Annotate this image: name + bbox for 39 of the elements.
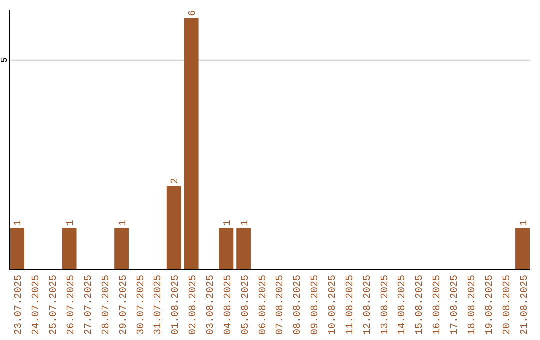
data-label: 6 [188,10,200,16]
data-label: 1 [240,220,252,226]
x-tick-label: 27.07.2025 [84,275,95,336]
x-tick-label: 13.08.2025 [380,275,392,336]
x-tick-label: 28.07.2025 [101,275,112,336]
x-tick-label: 20.08.2025 [502,275,514,336]
x-tick-label: 04.08.2025 [223,275,234,336]
x-tick-label: 06.08.2025 [258,275,270,336]
x-tick-label: 10.08.2025 [328,275,340,336]
x-tick-label: 17.08.2025 [450,275,462,336]
x-tick-label: 08.08.2025 [293,275,304,336]
y-tick-label: 5 [0,58,10,64]
data-label: 1 [66,220,78,226]
data-label: 1 [14,220,25,226]
x-tick-label: 11.08.2025 [345,275,356,336]
x-tick-label: 14.08.2025 [398,275,409,336]
x-tick-label: 29.07.2025 [118,275,130,336]
x-tick-label: 30.07.2025 [136,275,148,336]
x-tick-label: 18.08.2025 [467,275,478,336]
x-tick-label: 19.08.2025 [484,275,496,336]
x-tick-label: 03.08.2025 [206,275,217,336]
x-tick-label: 02.08.2025 [188,275,200,336]
x-tick-label: 09.08.2025 [310,275,322,336]
x-tick-label: 01.08.2025 [171,275,182,336]
x-tick-label: 31.07.2025 [154,275,165,336]
x-tick-label: 16.08.2025 [432,275,444,336]
x-tick-label: 21.08.2025 [520,275,531,336]
x-tick-label: 05.08.2025 [240,275,252,336]
data-label: 1 [519,220,530,226]
x-tick-label: 12.08.2025 [362,275,374,336]
data-label: 1 [222,220,234,226]
x-tick-label: 25.07.2025 [49,275,60,336]
x-tick-label: 24.07.2025 [32,275,43,336]
x-tick-label: 15.08.2025 [415,275,426,336]
x-tick-label: 23.07.2025 [14,275,26,336]
data-label: 2 [170,178,182,184]
x-tick-label: 07.08.2025 [276,275,287,336]
x-tick-label: 26.07.2025 [66,275,78,336]
data-label: 1 [118,220,130,226]
